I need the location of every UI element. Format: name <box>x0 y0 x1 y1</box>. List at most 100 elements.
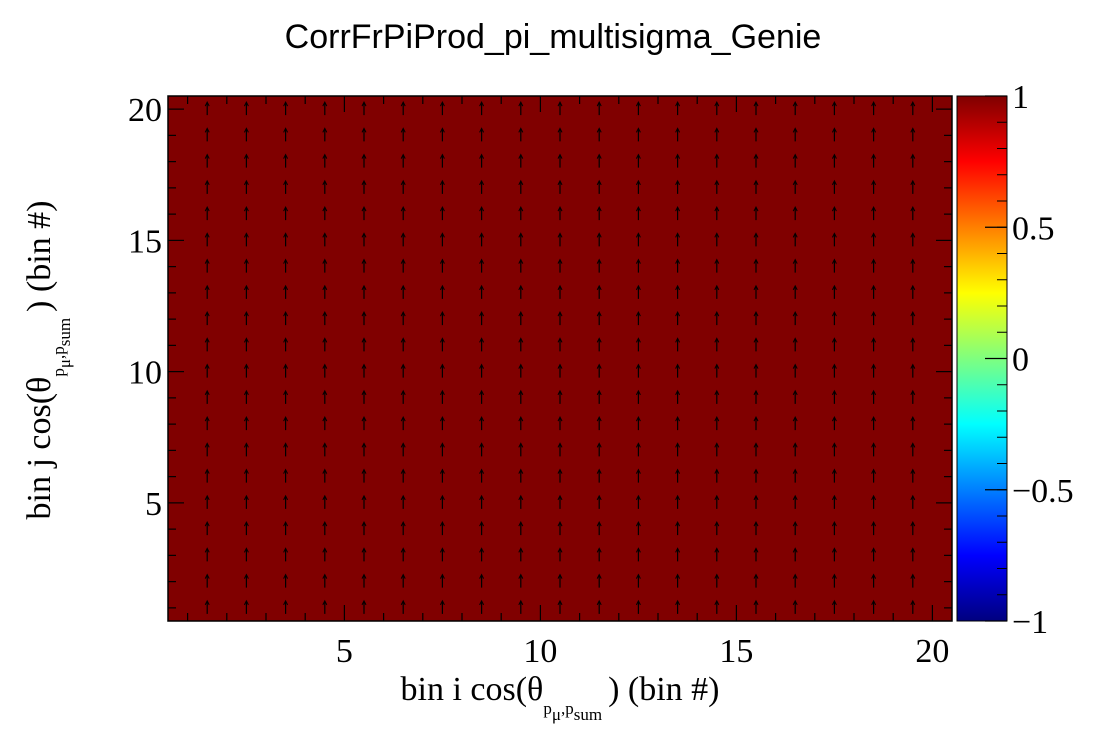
arrow-head <box>204 521 210 527</box>
arrow-head <box>518 389 524 396</box>
arrow-head <box>283 232 289 238</box>
y-tick-label: 10 <box>128 355 162 392</box>
arrow-head <box>557 573 563 579</box>
arrow-head <box>910 206 916 212</box>
arrow-head <box>871 284 877 291</box>
arrow-head <box>792 232 798 238</box>
arrow-head <box>596 179 602 186</box>
plot-frame <box>167 95 953 622</box>
arrow-head <box>479 232 485 238</box>
arrow-head <box>596 337 602 343</box>
arrow-head <box>243 153 249 159</box>
arrow-head <box>675 573 681 579</box>
arrow-head <box>675 206 681 212</box>
arrow-head <box>675 468 681 474</box>
arrow-head <box>831 442 837 448</box>
arrow-head <box>322 337 328 343</box>
arrow-head <box>283 573 289 579</box>
arrow-head <box>831 232 837 238</box>
arrow-head <box>518 153 524 159</box>
arrow-head <box>596 442 602 448</box>
arrow-head <box>910 389 916 396</box>
arrow-head <box>714 284 720 291</box>
arrow-head <box>635 232 641 238</box>
arrow-head <box>322 389 328 396</box>
arrow-head <box>557 179 563 186</box>
arrow-head <box>400 337 406 343</box>
arrow-head <box>283 363 289 369</box>
arrow-head <box>243 468 249 474</box>
arrow-head <box>400 494 406 501</box>
arrow-head <box>635 284 641 291</box>
arrow-head <box>557 363 563 369</box>
arrow-head <box>792 337 798 343</box>
arrow-head <box>400 206 406 212</box>
arrow-head <box>714 101 720 107</box>
arrow-head <box>518 494 524 501</box>
arrow-head <box>204 153 210 159</box>
arrow-head <box>596 599 602 606</box>
colorbar: 1 0.5 0 −0.5 −1 <box>956 79 1074 641</box>
arrow-head <box>871 416 877 422</box>
arrow-head <box>714 416 720 422</box>
arrow-head <box>871 153 877 159</box>
arrow-head <box>753 232 759 238</box>
arrow-head <box>910 573 916 579</box>
arrow-head <box>361 284 367 291</box>
arrow-head <box>204 232 210 238</box>
arrow-head <box>283 127 289 133</box>
arrow-head <box>871 442 877 448</box>
arrow-head <box>439 363 445 369</box>
arrow-head <box>675 232 681 238</box>
arrow-head <box>479 416 485 422</box>
arrow-head <box>635 494 641 501</box>
arrow-head <box>792 363 798 369</box>
arrow-head <box>792 416 798 422</box>
arrow-head <box>596 284 602 291</box>
arrow-head <box>753 311 759 317</box>
arrow-head <box>675 153 681 159</box>
arrow-head <box>283 442 289 448</box>
arrow-head <box>635 311 641 317</box>
arrow-head <box>753 494 759 501</box>
arrow-head <box>361 389 367 396</box>
arrow-head <box>243 101 249 107</box>
colorbar-tick-label: 0.5 <box>1012 210 1055 247</box>
arrow-head <box>753 547 759 553</box>
arrow-head <box>596 494 602 501</box>
arrow-head <box>753 337 759 343</box>
arrow-head <box>400 179 406 186</box>
arrow-head <box>596 206 602 212</box>
arrow-head <box>675 363 681 369</box>
arrow-head <box>204 311 210 317</box>
arrow-head <box>871 389 877 396</box>
arrow-head <box>518 363 524 369</box>
arrow-head <box>792 547 798 553</box>
arrow-head <box>792 599 798 606</box>
arrow-head <box>831 521 837 527</box>
arrow-head <box>518 127 524 133</box>
arrow-head <box>204 363 210 369</box>
y-tick-label: 15 <box>128 223 162 260</box>
arrow-head <box>831 127 837 133</box>
arrow-head <box>243 311 249 317</box>
arrow-head <box>831 389 837 396</box>
x-tick-label: 20 <box>915 633 949 670</box>
colorbar-ticks: 1 0.5 0 −0.5 −1 <box>985 79 1074 641</box>
arrow-head <box>439 206 445 212</box>
arrow-head <box>557 521 563 527</box>
arrow-head <box>596 232 602 238</box>
arrow-head <box>518 468 524 474</box>
arrow-head <box>675 547 681 553</box>
arrow-head <box>479 284 485 291</box>
arrow-head <box>204 258 210 264</box>
arrow-head <box>361 337 367 343</box>
arrow-head <box>518 258 524 264</box>
arrow-head <box>479 599 485 606</box>
arrow-head <box>871 206 877 212</box>
arrow-head <box>910 153 916 159</box>
arrow-head <box>910 494 916 501</box>
arrow-head <box>479 521 485 527</box>
arrow-head <box>792 284 798 291</box>
arrow-head <box>753 573 759 579</box>
